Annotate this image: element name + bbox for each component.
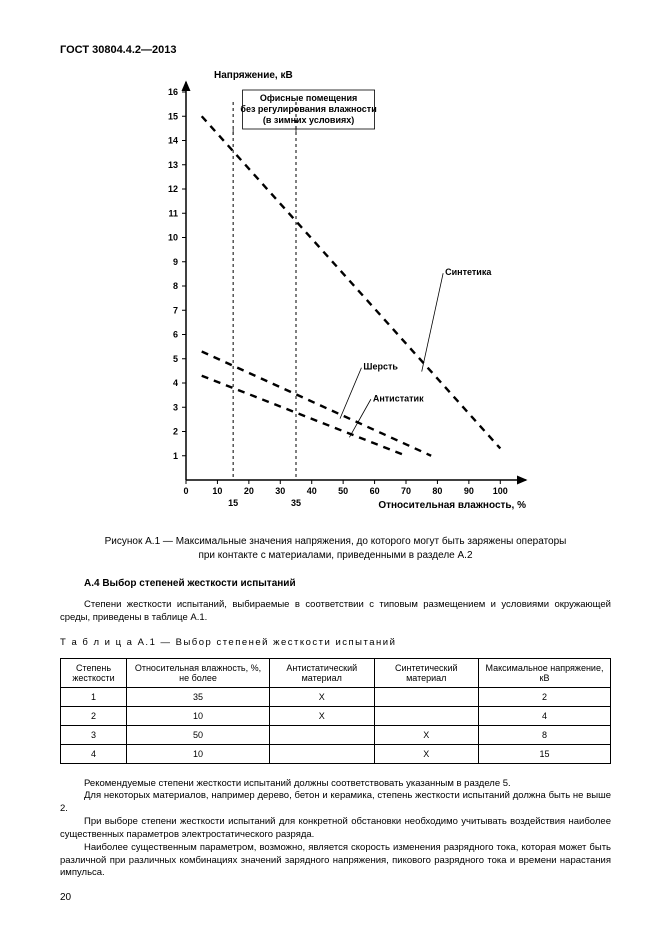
figure-caption: Рисунок А.1 — Максимальные значения напр… <box>60 535 611 562</box>
table-cell: 10 <box>127 706 270 725</box>
svg-text:Антистатик: Антистатик <box>372 393 423 403</box>
after-p1: Рекомендуемые степени жесткости испытани… <box>60 778 611 791</box>
table-title-rest: А.1 — Выбор степеней жесткости испытаний <box>133 637 396 648</box>
svg-text:Шерсть: Шерсть <box>363 362 398 372</box>
table-cell: 2 <box>479 687 611 706</box>
table-cell: X <box>270 687 375 706</box>
svg-text:15: 15 <box>167 111 177 121</box>
svg-text:9: 9 <box>172 257 177 267</box>
table-cell: X <box>270 706 375 725</box>
svg-text:40: 40 <box>306 486 316 496</box>
section-a4-body: Степени жесткости испытаний, выбираемые … <box>60 599 611 625</box>
svg-text:70: 70 <box>400 486 410 496</box>
after-table-body: Рекомендуемые степени жесткости испытани… <box>60 778 611 881</box>
svg-text:7: 7 <box>172 305 177 315</box>
severity-table: Степень жесткостиОтносительная влажность… <box>60 658 611 764</box>
table-row: 135X 2 <box>61 687 611 706</box>
svg-text:90: 90 <box>463 486 473 496</box>
table-col-header: Антистатический материал <box>270 658 375 687</box>
table-cell: 3 <box>61 725 127 744</box>
table-cell <box>374 706 479 725</box>
page-number: 20 <box>60 892 71 903</box>
table-title: Т а б л и ц а А.1 — Выбор степеней жестк… <box>60 637 611 648</box>
table-cell: 1 <box>61 687 127 706</box>
table-col-header: Максимальное напряжение, кВ <box>479 658 611 687</box>
svg-text:100: 100 <box>492 486 507 496</box>
table-cell <box>374 687 479 706</box>
table-cell <box>270 744 375 763</box>
table-header-row: Степень жесткостиОтносительная влажность… <box>61 658 611 687</box>
table-title-prefix: Т а б л и ц а <box>60 637 133 648</box>
svg-text:8: 8 <box>172 281 177 291</box>
svg-text:3: 3 <box>172 402 177 412</box>
svg-text:без регулирования влажности: без регулирования влажности <box>240 104 376 114</box>
svg-text:35: 35 <box>290 498 300 508</box>
table-cell <box>270 725 375 744</box>
svg-text:15: 15 <box>228 498 238 508</box>
svg-text:10: 10 <box>167 233 177 243</box>
svg-text:0: 0 <box>183 486 188 496</box>
voltage-humidity-chart: Напряжение, кВ Относительная влажность, %… <box>136 66 536 516</box>
table-cell: X <box>374 744 479 763</box>
svg-text:13: 13 <box>167 160 177 170</box>
svg-text:30: 30 <box>275 486 285 496</box>
svg-text:2: 2 <box>172 427 177 437</box>
svg-text:50: 50 <box>338 486 348 496</box>
table-cell: 8 <box>479 725 611 744</box>
after-p3: При выборе степени жесткости испытаний д… <box>60 816 611 842</box>
svg-text:14: 14 <box>167 136 177 146</box>
svg-text:Офисные помещения: Офисные помещения <box>259 93 356 103</box>
table-cell: X <box>374 725 479 744</box>
table-col-header: Синтетический материал <box>374 658 479 687</box>
table-row: 410 X15 <box>61 744 611 763</box>
para-a4: Степени жесткости испытаний, выбираемые … <box>60 599 611 625</box>
svg-text:Синтетика: Синтетика <box>445 267 492 277</box>
page: ГОСТ 30804.4.2—2013 Напряжение, кВ Относи… <box>0 0 661 935</box>
after-p2: Для некоторых материалов, например дерев… <box>60 790 611 816</box>
table-cell: 4 <box>479 706 611 725</box>
table-cell: 35 <box>127 687 270 706</box>
svg-text:80: 80 <box>432 486 442 496</box>
table-cell: 2 <box>61 706 127 725</box>
svg-text:10: 10 <box>212 486 222 496</box>
table-col-header: Степень жесткости <box>61 658 127 687</box>
svg-text:11: 11 <box>168 208 178 218</box>
figure-caption-line1: Рисунок А.1 — Максимальные значения напр… <box>105 536 567 547</box>
table-cell: 4 <box>61 744 127 763</box>
svg-text:5: 5 <box>172 354 177 364</box>
chart-container: Напряжение, кВ Относительная влажность, %… <box>136 66 536 521</box>
after-p4: Наиболее существенным параметром, возмож… <box>60 842 611 880</box>
svg-text:20: 20 <box>243 486 253 496</box>
svg-text:Относительная влажность, %: Относительная влажность, % <box>378 500 526 511</box>
doc-header: ГОСТ 30804.4.2—2013 <box>60 44 611 56</box>
svg-text:1: 1 <box>172 451 177 461</box>
table-col-header: Относительная влажность, %, не более <box>127 658 270 687</box>
svg-text:(в зимних условиях): (в зимних условиях) <box>262 115 353 125</box>
svg-text:Напряжение, кВ: Напряжение, кВ <box>214 70 293 81</box>
svg-text:6: 6 <box>172 330 177 340</box>
table-row: 210X 4 <box>61 706 611 725</box>
section-a4-heading: А.4 Выбор степеней жесткости испытаний <box>60 578 611 589</box>
svg-text:4: 4 <box>172 378 177 388</box>
svg-text:60: 60 <box>369 486 379 496</box>
figure-caption-line2: при контакте с материалами, приведенными… <box>198 550 472 561</box>
table-cell: 50 <box>127 725 270 744</box>
table-cell: 15 <box>479 744 611 763</box>
svg-text:16: 16 <box>167 87 177 97</box>
table-row: 350 X8 <box>61 725 611 744</box>
table-cell: 10 <box>127 744 270 763</box>
svg-text:12: 12 <box>167 184 177 194</box>
